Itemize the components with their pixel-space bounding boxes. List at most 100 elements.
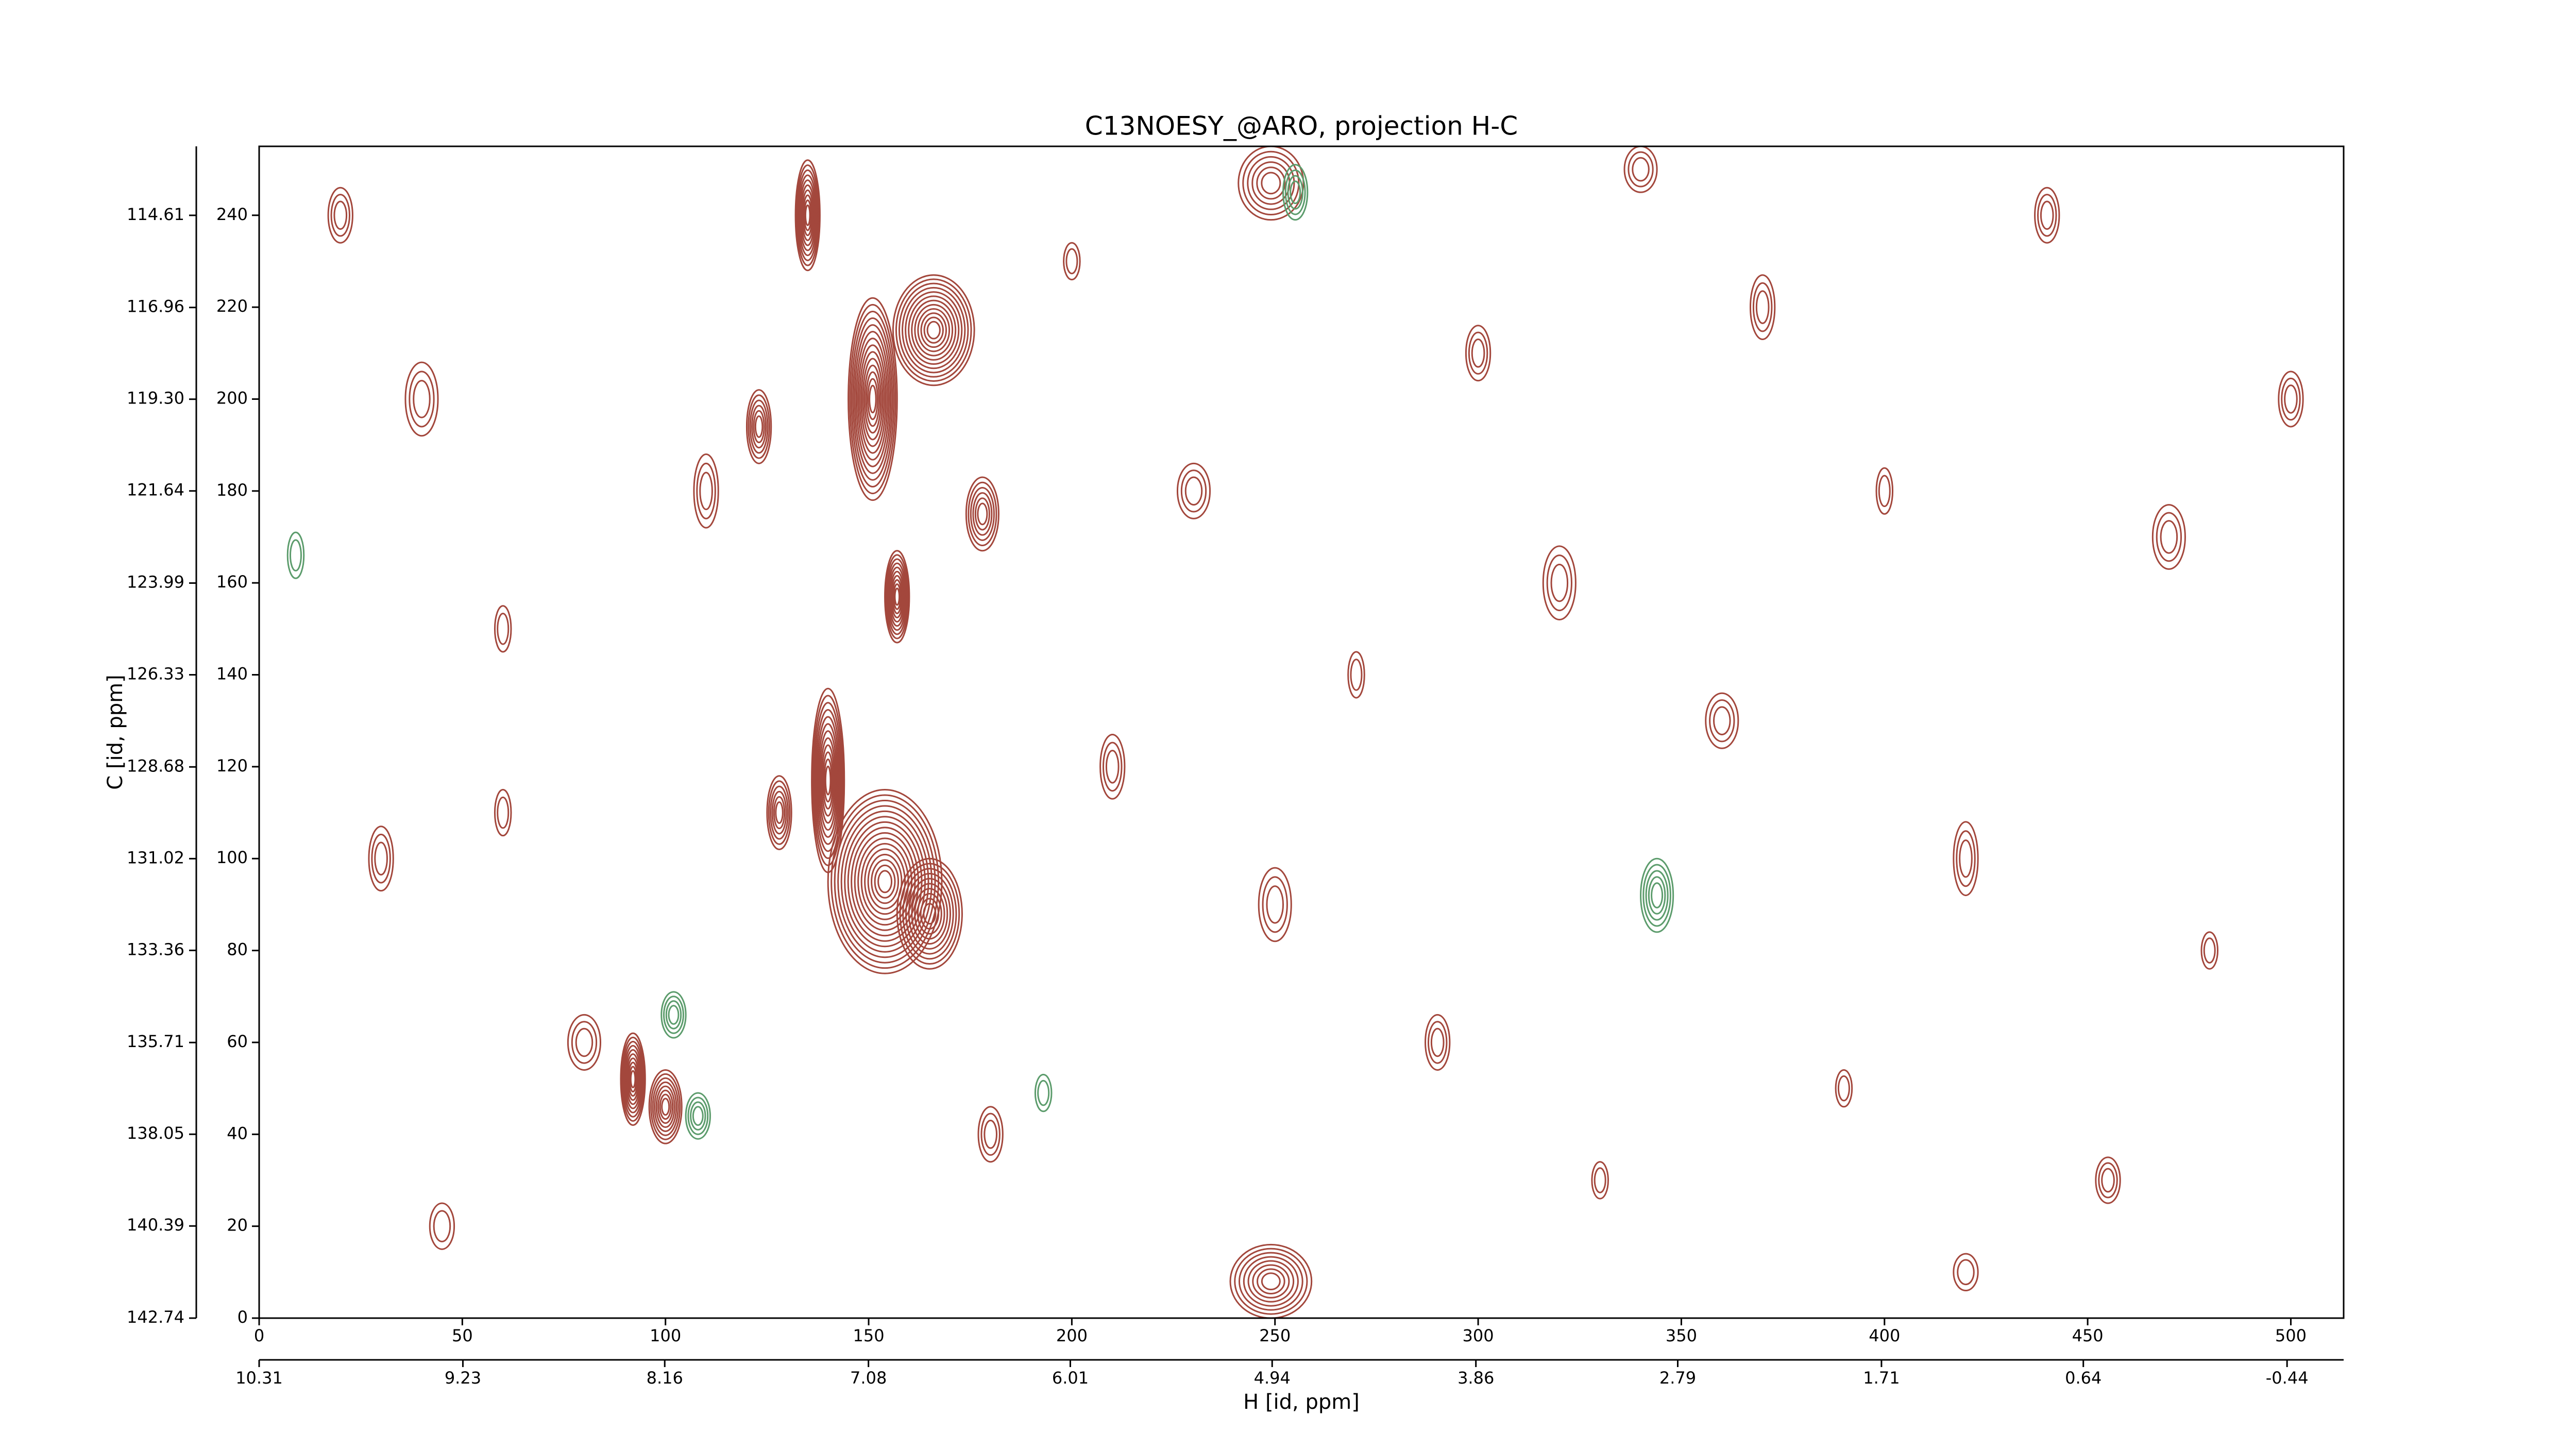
contour-ring	[692, 1106, 704, 1126]
contour-ring	[2037, 194, 2057, 237]
contour-ring	[795, 164, 820, 266]
contour-ring	[813, 702, 843, 860]
contour-ring	[892, 274, 975, 386]
contour-ring	[804, 204, 811, 226]
y2-tick-label: 142.74	[127, 1307, 184, 1327]
contour-ring	[1258, 867, 1292, 942]
contour-ring	[1709, 699, 1735, 743]
contour-ring	[834, 799, 936, 964]
contour-ring	[652, 1077, 679, 1136]
contour-ring	[852, 317, 893, 481]
contour-ring	[977, 502, 988, 526]
contour-ring	[753, 410, 765, 444]
y2-tick-label: 114.61	[127, 205, 184, 224]
contour-ring	[2160, 520, 2178, 554]
contour-ring	[1425, 1014, 1451, 1071]
contour-ring	[748, 394, 770, 459]
contour-ring	[1755, 290, 1770, 324]
contour-ring	[889, 570, 905, 623]
x-axis-label: H [id, ppm]	[1243, 1390, 1360, 1414]
contour-ring	[865, 371, 880, 427]
contour-ring	[371, 833, 391, 884]
contour-ring	[821, 744, 835, 817]
contour-ring	[663, 996, 684, 1034]
contour-ring	[800, 184, 816, 246]
contour-ring	[908, 878, 951, 950]
contour-ring	[1180, 469, 1207, 513]
x-tick-label: 400	[1869, 1326, 1900, 1345]
contour-ring	[665, 1000, 682, 1030]
contour-ring	[404, 361, 439, 437]
plot-frame	[258, 145, 2345, 1319]
contour-ring	[1591, 1161, 1609, 1200]
x-tick-label: 450	[2072, 1326, 2104, 1345]
x-tick-label: 350	[1666, 1326, 1697, 1345]
contour-ring	[749, 399, 769, 454]
x-tick-label: 50	[452, 1326, 473, 1345]
contour-ring	[1640, 857, 1674, 933]
contour-ring	[648, 1069, 683, 1144]
contour-ring	[908, 295, 960, 365]
contour-ring	[1632, 157, 1650, 182]
contour-ring	[1243, 1256, 1299, 1307]
contour-ring	[2203, 937, 2216, 964]
y-tick-label: 160	[216, 572, 248, 592]
contour-ring	[1594, 1167, 1606, 1193]
contour-ring	[860, 843, 909, 920]
y2-tick-label: 135.71	[127, 1032, 184, 1051]
contour-ring	[796, 169, 819, 261]
contour-ring	[902, 868, 957, 960]
contour-ring	[1261, 172, 1281, 195]
x2-tick-label: 7.08	[850, 1368, 887, 1388]
contour-ring	[1287, 175, 1303, 210]
contour-ring	[977, 1106, 1004, 1163]
contour-ring	[1105, 750, 1120, 784]
contour-ring	[659, 1093, 672, 1120]
contour-ring	[775, 801, 784, 824]
contour-ring	[771, 790, 787, 835]
contour-ring	[1878, 475, 1891, 508]
y-tick-label: 140	[216, 664, 248, 684]
y2-tick-label: 140.39	[127, 1215, 184, 1235]
contour-ring	[1471, 339, 1485, 368]
contour-ring	[699, 471, 713, 510]
contour-ring	[1099, 733, 1126, 800]
contour-ring	[1234, 1248, 1308, 1315]
contour-ring	[844, 816, 926, 948]
y2-tick-label: 123.99	[127, 572, 184, 592]
contour-ring	[687, 1097, 709, 1135]
x-tick-label: 300	[1463, 1326, 1494, 1345]
contour-ring	[654, 1081, 677, 1132]
contour-ring	[626, 1057, 639, 1101]
contour-ring	[794, 159, 821, 272]
contour-ring	[668, 1005, 680, 1025]
contour-ring	[1705, 692, 1739, 749]
contour-ring	[926, 321, 941, 340]
contour-ring	[1266, 885, 1284, 924]
contour-ring	[1103, 742, 1123, 792]
contour-ring	[857, 338, 888, 461]
y-tick-label: 240	[216, 205, 248, 224]
contour-ring	[1468, 331, 1488, 375]
contour-ring	[1750, 274, 1776, 341]
contour-ring	[911, 883, 948, 945]
x2-tick-label: 1.71	[1863, 1368, 1900, 1388]
contour-ring	[2040, 200, 2054, 230]
contour-ring	[657, 1089, 674, 1124]
contour-ring	[1550, 564, 1569, 602]
contour-ring	[1184, 476, 1203, 506]
y2-tick-label: 116.96	[127, 297, 184, 316]
contour-ring	[766, 775, 792, 850]
y-axis-label: C [id, ppm]	[104, 675, 127, 790]
contour-ring	[920, 898, 940, 930]
x2-tick-label: 10.31	[235, 1368, 283, 1388]
contour-ring	[751, 405, 767, 449]
contour-ring	[2095, 1156, 2121, 1204]
y-tick-label: 120	[216, 756, 248, 776]
contour-ring	[851, 827, 920, 937]
contour-ring	[923, 316, 944, 344]
contour-ring	[812, 695, 844, 866]
contour-ring	[923, 903, 937, 925]
contour-ring	[1956, 830, 1976, 887]
contour-ring	[289, 539, 302, 571]
